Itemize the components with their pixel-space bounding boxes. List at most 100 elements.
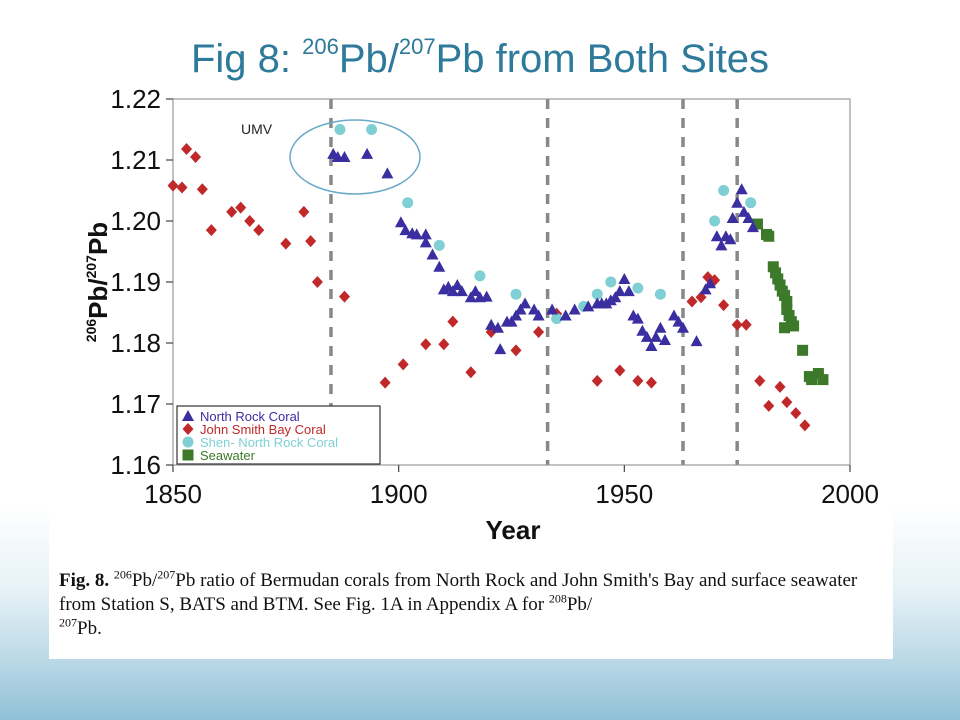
data-point bbox=[235, 201, 247, 214]
data-point bbox=[532, 309, 545, 321]
data-point bbox=[746, 221, 759, 233]
data-point bbox=[774, 279, 786, 291]
data-point bbox=[817, 374, 829, 386]
data-points bbox=[167, 124, 829, 432]
x-tick-label: 1850 bbox=[144, 479, 202, 509]
data-point bbox=[788, 320, 800, 332]
x-tick-label: 1950 bbox=[595, 479, 653, 509]
data-point bbox=[709, 215, 721, 227]
data-point bbox=[447, 315, 459, 328]
data-point bbox=[632, 282, 644, 294]
data-point bbox=[433, 239, 445, 251]
legend-box bbox=[176, 405, 381, 465]
data-point bbox=[339, 290, 351, 303]
axes: 1850 1900 1950 2000 1.16 1.17 1.18 1.19 1.20 1.21… bbox=[110, 84, 879, 509]
data-point bbox=[419, 228, 432, 240]
data-point bbox=[433, 260, 446, 272]
data-point bbox=[426, 248, 439, 260]
data-point bbox=[699, 283, 712, 295]
data-point bbox=[742, 211, 755, 223]
data-point bbox=[658, 333, 671, 345]
data-point bbox=[686, 295, 698, 308]
data-point bbox=[690, 335, 703, 347]
series-shen-north-rock-coral bbox=[334, 124, 757, 325]
data-point bbox=[591, 288, 603, 300]
data-point bbox=[379, 376, 391, 389]
y-axis-title-sup-207: 207 bbox=[83, 255, 99, 279]
x-axis-title: Year bbox=[486, 515, 541, 545]
data-point bbox=[781, 303, 793, 315]
data-point bbox=[464, 291, 477, 303]
data-point bbox=[469, 285, 482, 297]
data-point bbox=[614, 364, 626, 377]
data-point bbox=[618, 272, 631, 284]
data-point bbox=[724, 233, 737, 245]
data-point bbox=[514, 303, 527, 315]
slide-title-sup-206: 206 bbox=[302, 34, 339, 59]
data-point bbox=[737, 205, 750, 217]
data-point bbox=[305, 235, 317, 248]
data-point bbox=[754, 374, 766, 387]
data-point bbox=[334, 124, 346, 135]
data-point bbox=[510, 309, 523, 321]
data-point bbox=[546, 303, 559, 315]
data-point bbox=[176, 181, 188, 194]
data-point bbox=[366, 124, 378, 135]
reference-lines bbox=[329, 99, 739, 465]
legend-marker bbox=[182, 449, 194, 461]
umv-annotation: UMV bbox=[241, 121, 273, 137]
data-point bbox=[812, 368, 824, 379]
legend-label: John Smith Bay Coral bbox=[200, 422, 326, 437]
data-point bbox=[677, 321, 690, 333]
data-point bbox=[298, 205, 310, 218]
data-point bbox=[654, 288, 666, 300]
series-john-smith-bay-coral bbox=[167, 143, 811, 432]
y-axis-title: 206Pb/207Pb bbox=[83, 222, 113, 342]
caption-sup-208: 208 bbox=[548, 591, 567, 606]
data-point bbox=[465, 366, 477, 379]
data-point bbox=[772, 273, 784, 285]
data-point bbox=[485, 318, 498, 330]
data-point bbox=[790, 407, 802, 420]
data-point bbox=[505, 315, 518, 327]
data-point bbox=[311, 276, 323, 288]
slide-title-prefix: Fig 8: bbox=[190, 37, 303, 81]
y-tick-label: 1.20 bbox=[110, 206, 161, 236]
caption-label: Fig. 8. bbox=[59, 570, 110, 591]
series-north-rock-coral bbox=[327, 147, 759, 355]
data-point bbox=[559, 309, 572, 321]
y-tick-label: 1.19 bbox=[110, 267, 161, 297]
slide-title-sup-207: 207 bbox=[398, 34, 436, 59]
data-point bbox=[244, 215, 256, 227]
data-point bbox=[770, 267, 782, 279]
x-tick-label: 2000 bbox=[821, 479, 879, 509]
y-tick-label: 1.22 bbox=[110, 89, 161, 114]
data-point bbox=[718, 299, 730, 312]
data-point bbox=[740, 318, 752, 331]
data-point bbox=[494, 343, 507, 355]
caption-sup-206: 206 bbox=[113, 567, 132, 582]
data-point bbox=[797, 344, 809, 356]
data-point bbox=[338, 150, 351, 162]
data-point bbox=[731, 196, 744, 208]
slide-title-suffix: Pb from Both Sites bbox=[435, 37, 770, 81]
legend-label: Shen- North Rock Coral bbox=[200, 435, 338, 450]
data-point bbox=[491, 321, 504, 333]
data-point bbox=[751, 218, 763, 230]
data-point bbox=[609, 291, 622, 303]
data-point bbox=[446, 285, 459, 297]
data-point bbox=[510, 288, 522, 300]
data-point bbox=[726, 211, 739, 223]
data-point bbox=[774, 380, 786, 393]
data-point bbox=[253, 224, 265, 237]
data-point bbox=[361, 147, 374, 159]
data-point bbox=[649, 330, 662, 342]
data-point bbox=[605, 276, 617, 288]
data-point bbox=[190, 150, 202, 163]
data-point bbox=[645, 340, 658, 352]
data-point bbox=[654, 321, 667, 333]
data-point bbox=[715, 239, 728, 251]
data-point bbox=[640, 330, 653, 342]
data-point bbox=[582, 300, 595, 312]
